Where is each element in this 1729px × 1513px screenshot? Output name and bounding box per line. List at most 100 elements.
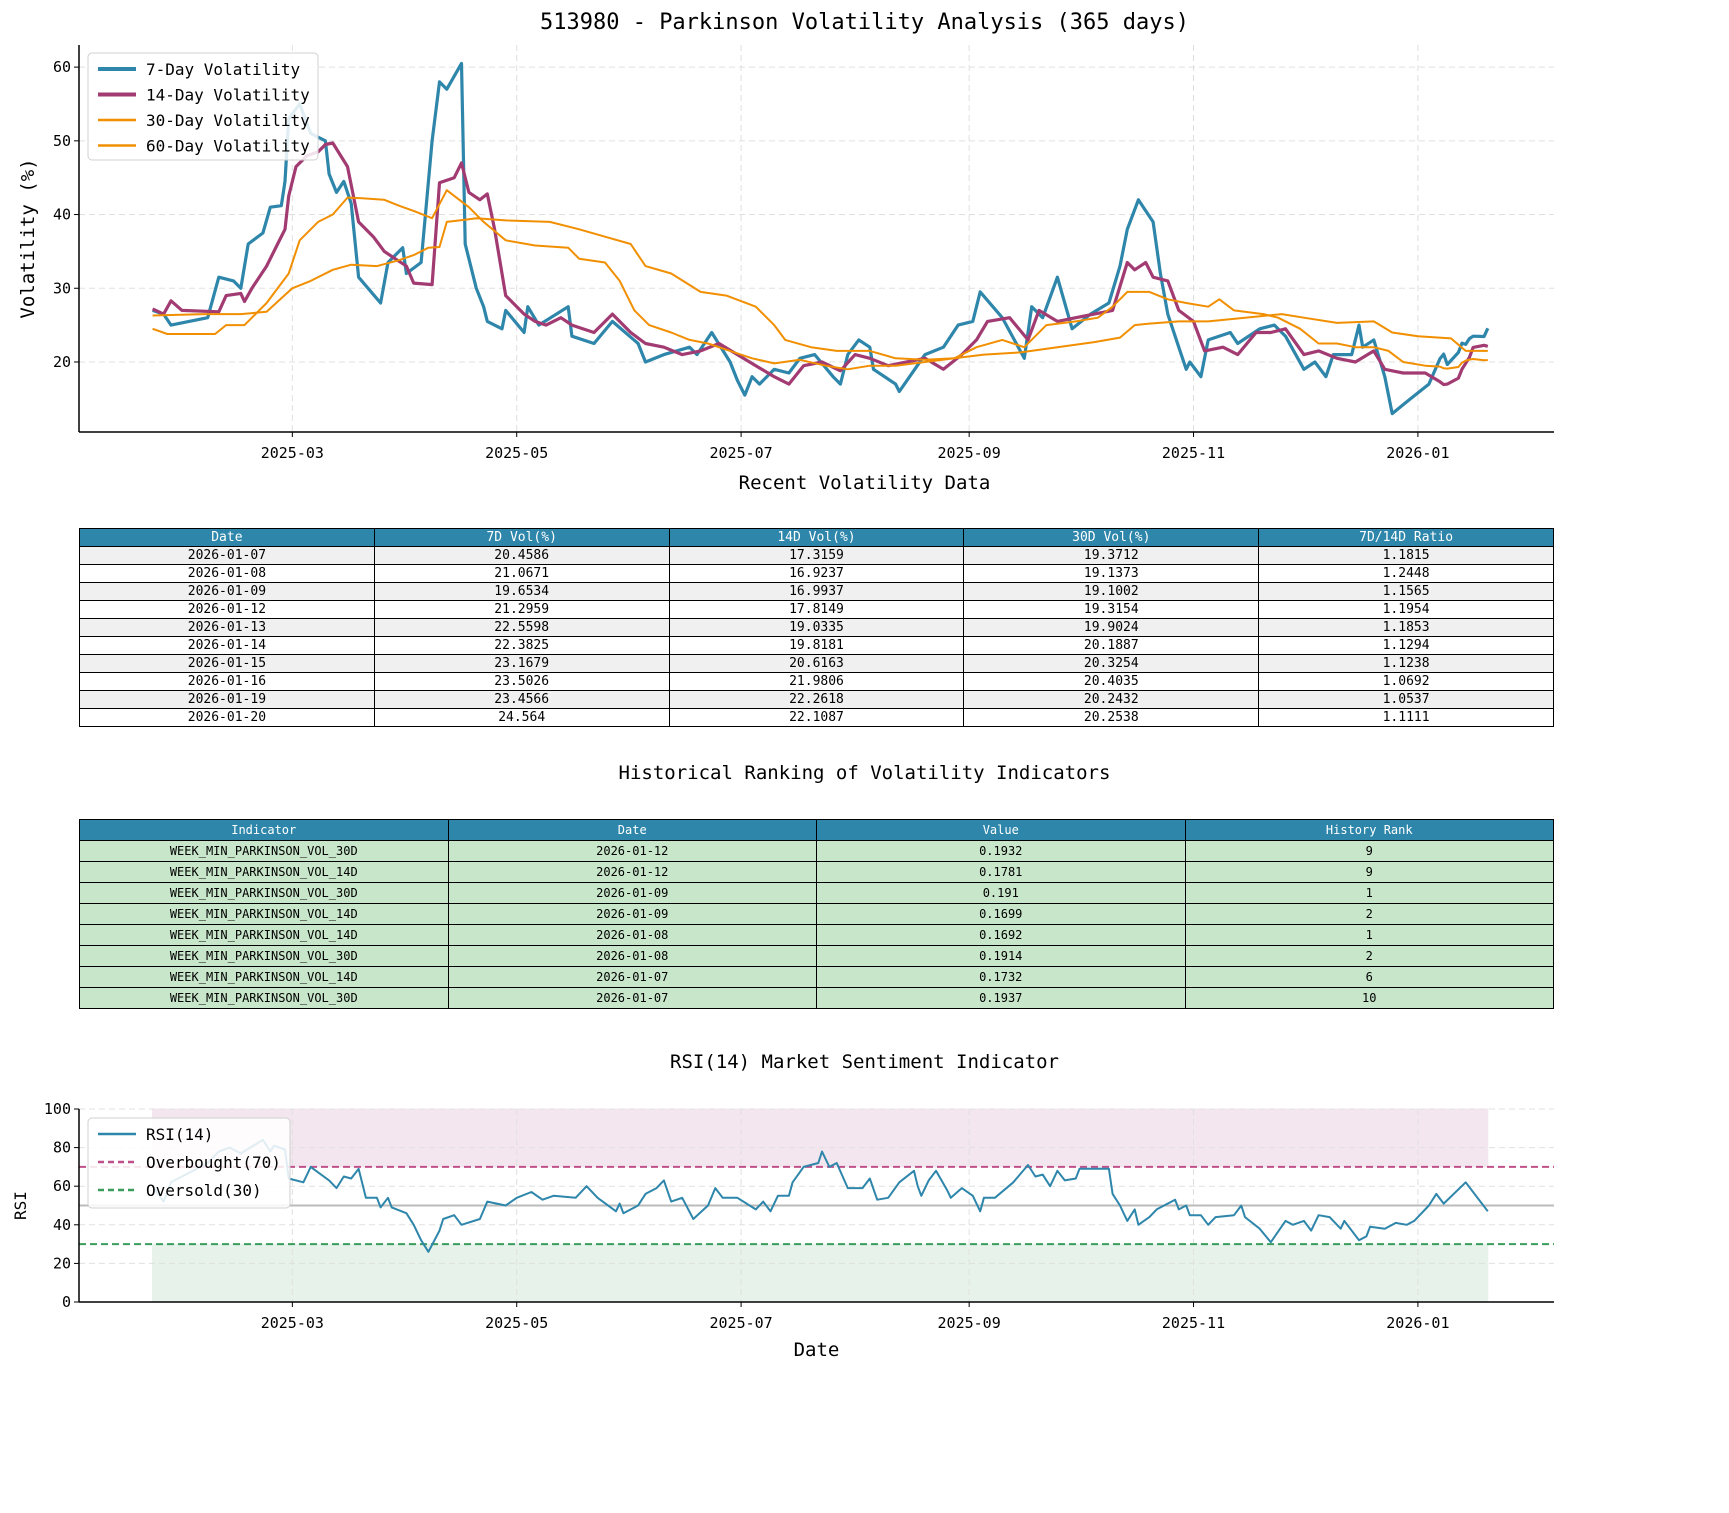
series-line-30-day-volatility bbox=[152, 189, 1488, 371]
table-cell: 0.191 bbox=[816, 882, 1186, 904]
column-header: 7D Vol(%) bbox=[373, 528, 670, 547]
table-cell: 21.9806 bbox=[668, 672, 965, 691]
table-cell: 22.3825 bbox=[373, 636, 670, 655]
x-tick-label: 2025-03 bbox=[261, 444, 324, 462]
table-cell: 20.6163 bbox=[668, 654, 965, 673]
ranking-row: WEEK_MIN_PARKINSON_VOL_14D 2026-01-09 0.16… bbox=[79, 903, 1554, 925]
table-cell: 2026-01-13 bbox=[79, 618, 375, 637]
table-cell: 19.3712 bbox=[963, 546, 1260, 565]
legend-box bbox=[87, 1117, 291, 1209]
table-cell: 1.0537 bbox=[1258, 690, 1554, 709]
table-cell: 2026-01-08 bbox=[447, 945, 817, 967]
table-cell: 2026-01-16 bbox=[79, 672, 375, 691]
x-tick-label: 2025-11 bbox=[1162, 444, 1225, 462]
table-row: 2026-01-20 24.564 22.1087 20.2538 1.1111 bbox=[79, 708, 1554, 727]
x-tick-label: 2025-11 bbox=[1162, 1314, 1225, 1332]
column-header: Value bbox=[816, 819, 1186, 841]
table-cell: 21.0671 bbox=[373, 564, 670, 583]
rsi-band-1 bbox=[152, 1243, 1489, 1303]
table-cell: 2 bbox=[1184, 903, 1554, 925]
table-cell: 19.8181 bbox=[668, 636, 965, 655]
table-row: 2026-01-08 21.0671 16.9237 19.1373 1.2448 bbox=[79, 564, 1554, 583]
legend-label: 14-Day Volatility bbox=[146, 86, 310, 105]
table-cell: 22.5598 bbox=[373, 618, 670, 637]
x-tick-label: 2026-01 bbox=[1386, 444, 1449, 462]
y-tick-label: 30 bbox=[53, 279, 71, 297]
series-line-7-day-volatility bbox=[152, 61, 1490, 416]
table-cell: WEEK_MIN_PARKINSON_VOL_14D bbox=[79, 924, 449, 946]
x-tick-label: 2025-07 bbox=[709, 1314, 772, 1332]
table-cell: 2026-01-20 bbox=[79, 708, 375, 727]
recent-table-title: Recent Volatility Data bbox=[738, 472, 991, 494]
table-cell: WEEK_MIN_PARKINSON_VOL_30D bbox=[79, 882, 449, 904]
y-tick-label: 60 bbox=[53, 58, 71, 76]
column-header: 14D Vol(%) bbox=[668, 528, 965, 547]
ranking-row: WEEK_MIN_PARKINSON_VOL_14D 2026-01-08 0.16… bbox=[79, 924, 1554, 946]
table-cell: 0.1732 bbox=[816, 966, 1186, 988]
table-cell: 1.1815 bbox=[1258, 546, 1554, 565]
y-axis-label: RSI bbox=[11, 1191, 30, 1220]
chart-0: 2025-03 2025-05 2025-07 2025-09 2025-11 2026-… bbox=[17, 45, 1554, 462]
y-tick-label: 0 bbox=[62, 1293, 71, 1311]
table-row: 2026-01-07 20.4586 17.3159 19.3712 1.1815 bbox=[79, 546, 1554, 565]
x-tick-label: 2025-07 bbox=[709, 444, 772, 462]
table-cell: 2026-01-09 bbox=[447, 882, 817, 904]
table-cell: 1.1853 bbox=[1258, 618, 1554, 637]
x-tick-label: 2025-09 bbox=[938, 1314, 1001, 1332]
rsi-title: RSI(14) Market Sentiment Indicator bbox=[670, 1051, 1059, 1073]
column-header: History Rank bbox=[1184, 819, 1554, 841]
table-cell: 24.564 bbox=[373, 708, 670, 727]
table-cell: 10 bbox=[1184, 987, 1554, 1009]
table-cell: WEEK_MIN_PARKINSON_VOL_14D bbox=[79, 903, 449, 925]
table-cell: 23.5026 bbox=[373, 672, 670, 691]
table-cell: 0.1699 bbox=[816, 903, 1186, 925]
table-cell: 6 bbox=[1184, 966, 1554, 988]
table-row: 2026-01-13 22.5598 19.0335 19.9024 1.1853 bbox=[79, 618, 1554, 637]
ranking-row: WEEK_MIN_PARKINSON_VOL_14D 2026-01-12 0.17… bbox=[79, 861, 1554, 883]
table-cell: 1.1954 bbox=[1258, 600, 1554, 619]
legend-label: Overbought(70) bbox=[146, 1153, 281, 1172]
table-cell: 2026-01-14 bbox=[79, 636, 375, 655]
ranking-row: WEEK_MIN_PARKINSON_VOL_30D 2026-01-08 0.19… bbox=[79, 945, 1554, 967]
x-tick-label: 2025-05 bbox=[485, 1314, 548, 1332]
column-header: 7D/14D Ratio bbox=[1258, 528, 1554, 547]
table-row: 2026-01-16 23.5026 21.9806 20.4035 1.0692 bbox=[79, 672, 1554, 691]
y-tick-label: 20 bbox=[53, 353, 71, 371]
table-cell: 2026-01-12 bbox=[447, 840, 817, 862]
table-cell: 17.3159 bbox=[668, 546, 965, 565]
series-line-14-day-volatility bbox=[151, 141, 1489, 387]
column-header: 30D Vol(%) bbox=[963, 528, 1260, 547]
table-row: 2026-01-09 19.6534 16.9937 19.1002 1.1565 bbox=[79, 582, 1554, 601]
table-cell: 1.0692 bbox=[1258, 672, 1554, 691]
table-cell: 1 bbox=[1184, 924, 1554, 946]
table-cell: 0.1692 bbox=[816, 924, 1186, 946]
table-cell: 0.1932 bbox=[816, 840, 1186, 862]
table-cell: WEEK_MIN_PARKINSON_VOL_14D bbox=[79, 966, 449, 988]
table-cell: 9 bbox=[1184, 861, 1554, 883]
table-cell: WEEK_MIN_PARKINSON_VOL_30D bbox=[79, 945, 449, 967]
legend-label: Oversold(30) bbox=[146, 1181, 262, 1200]
y-tick-label: 40 bbox=[53, 1216, 71, 1234]
table-cell: 20.4586 bbox=[373, 546, 670, 565]
recent-volatility-table: Date 7D Vol(%) 14D Vol(%) 30D Vol(%) 7D/14D … bbox=[79, 528, 1554, 727]
table-cell: 2026-01-08 bbox=[447, 924, 817, 946]
table-cell: 2026-01-12 bbox=[447, 861, 817, 883]
table-cell: 19.9024 bbox=[963, 618, 1260, 637]
x-tick-label: 2025-05 bbox=[485, 444, 548, 462]
table-row: 2026-01-19 23.4566 22.2618 20.2432 1.0537 bbox=[79, 690, 1554, 709]
ranking-row: WEEK_MIN_PARKINSON_VOL_30D 2026-01-07 0.19… bbox=[79, 987, 1554, 1009]
table-cell: 2026-01-09 bbox=[79, 582, 375, 601]
column-header: Date bbox=[447, 819, 817, 841]
legend-label: 60-Day Volatility bbox=[146, 137, 310, 156]
ranking-row: WEEK_MIN_PARKINSON_VOL_30D 2026-01-09 0.19… bbox=[79, 882, 1554, 904]
y-tick-label: 20 bbox=[53, 1254, 71, 1272]
history-ranking-table: Indicator Date Value History Rank WEEK_MIN_P… bbox=[79, 819, 1554, 1009]
table-cell: 2 bbox=[1184, 945, 1554, 967]
y-tick-label: 60 bbox=[53, 1177, 71, 1195]
table-cell: 19.1373 bbox=[963, 564, 1260, 583]
table-cell: 19.0335 bbox=[668, 618, 965, 637]
ranking-table-title: Historical Ranking of Volatility Indicat… bbox=[618, 762, 1111, 784]
table-cell: 1.1238 bbox=[1258, 654, 1554, 673]
table-cell: 2026-01-12 bbox=[79, 600, 375, 619]
